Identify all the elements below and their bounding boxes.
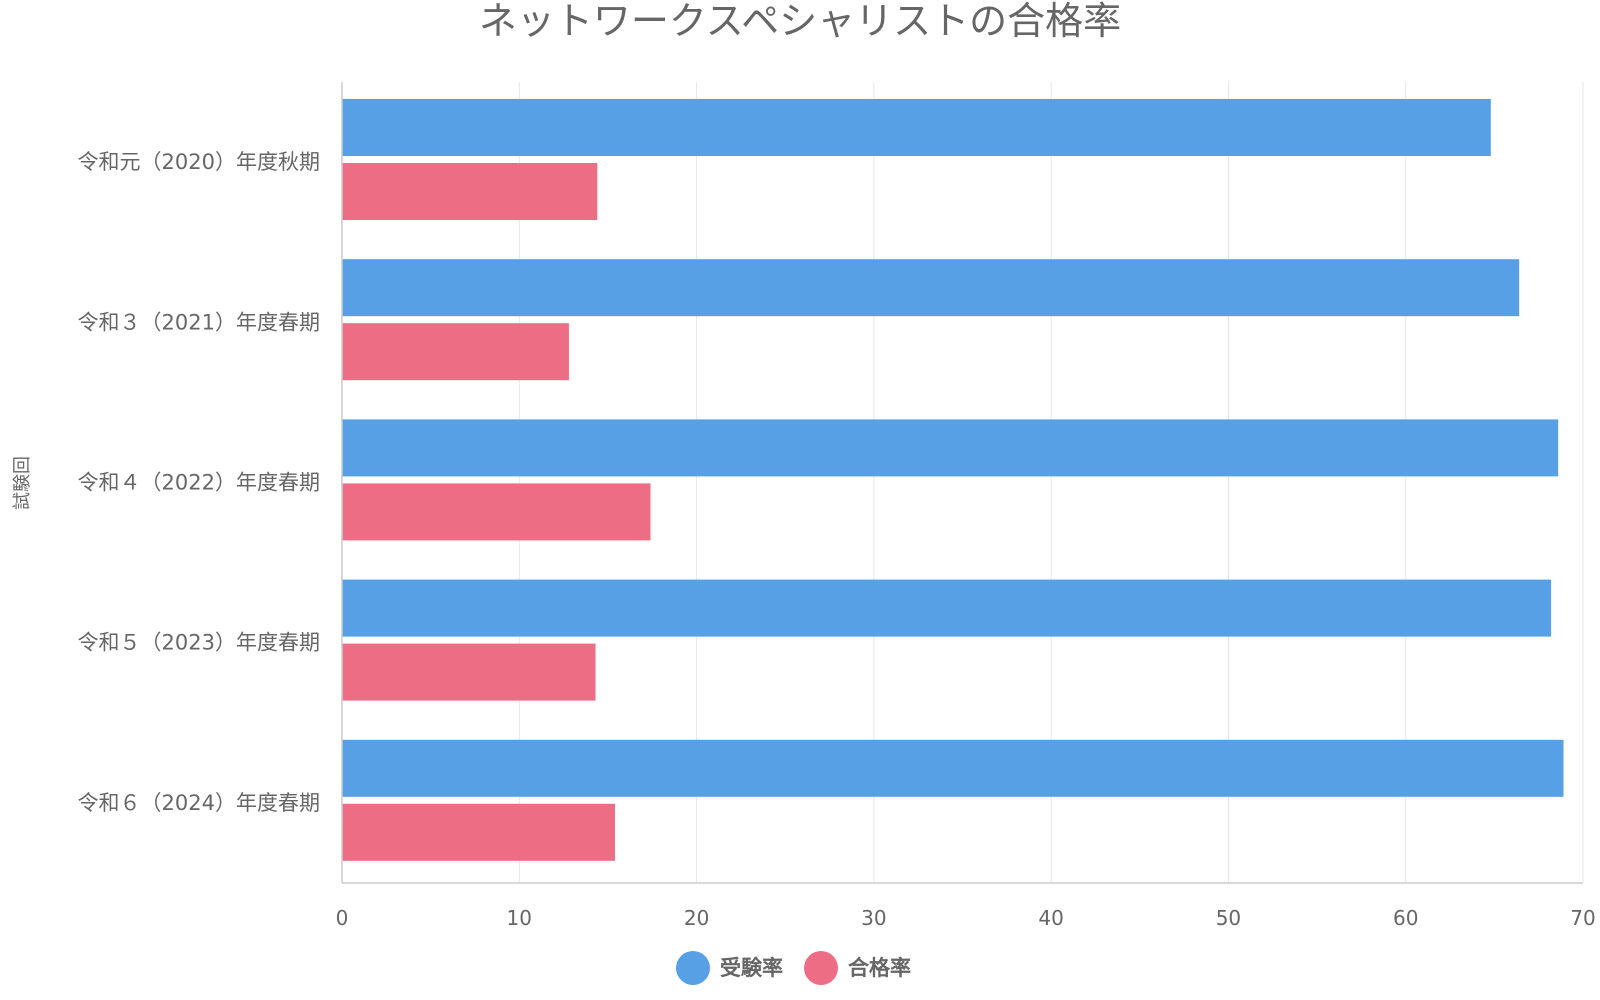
legend-label[interactable]: 合格率 [848,956,911,980]
bar-goukakuritsu[interactable] [342,483,651,541]
bar-goukakuritsu[interactable] [342,643,596,701]
x-tick-label: 40 [1038,906,1063,930]
bar-goukakuritsu[interactable] [342,803,616,861]
category-label: 令和６（2024）年度春期 [78,791,320,815]
category-label: 令和３（2021）年度春期 [78,310,320,334]
category-labels: 令和元（2020）年度秋期令和３（2021）年度春期令和４（2022）年度春期令… [78,150,320,815]
bar-goukakuritsu[interactable] [342,163,598,220]
x-tick-label: 50 [1216,906,1241,930]
category-label: 令和元（2020）年度秋期 [78,150,320,174]
axis-lines [341,82,1583,884]
bars [342,99,1564,861]
x-tick-label: 60 [1393,906,1418,930]
bar-jukenritsu[interactable] [342,259,1520,317]
legend-marker[interactable] [676,951,710,985]
bar-jukenritsu[interactable] [342,579,1552,637]
legend-label[interactable]: 受験率 [720,956,783,980]
bar-jukenritsu[interactable] [342,739,1564,797]
x-tick-label: 10 [507,906,532,930]
x-tick-label: 20 [684,906,709,930]
bar-jukenritsu[interactable] [342,99,1491,156]
x-tick-label: 70 [1570,906,1595,930]
bar-goukakuritsu[interactable] [342,323,569,381]
gridlines [518,82,1584,883]
bar-jukenritsu[interactable] [342,419,1559,477]
category-label: 令和５（2023）年度春期 [78,631,320,655]
x-tick-labels: 0 10 20 30 40 50 60 70 [336,906,1596,930]
x-tick-label: 0 [336,906,349,930]
chart-title: ネットワークスペシャリストの合格率 [479,0,1121,43]
category-label: 令和４（2022）年度春期 [78,471,320,495]
legend[interactable]: 受験率 合格率 [676,951,911,985]
y-axis-title: 試験回 [12,456,33,510]
legend-marker[interactable] [804,951,838,985]
x-tick-label: 30 [861,906,886,930]
